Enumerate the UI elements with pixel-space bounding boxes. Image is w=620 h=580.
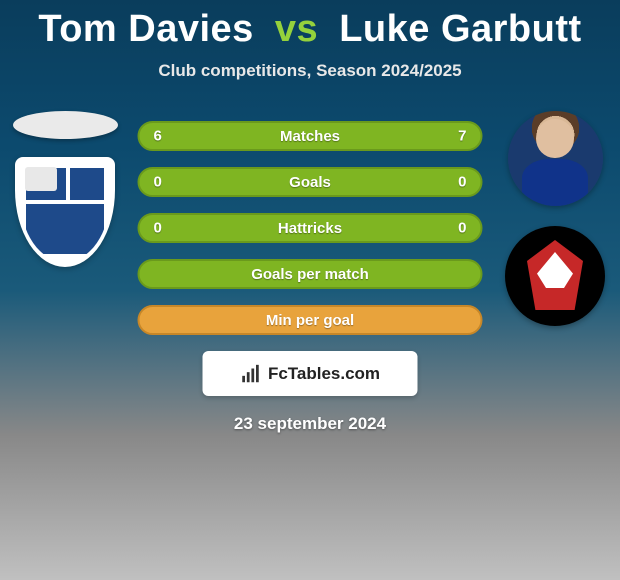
stat-label: Min per goal (266, 312, 354, 329)
player1-name: Tom Davies (38, 8, 253, 50)
comparison-title: Tom Davies vs Luke Garbutt (0, 0, 620, 51)
stat-right-value: 7 (458, 128, 466, 145)
player1-club-crest (15, 157, 115, 267)
date-text: 23 september 2024 (138, 414, 483, 434)
player2-club-crest (505, 226, 605, 326)
player1-avatar-placeholder (13, 111, 118, 139)
stat-right-value: 0 (458, 220, 466, 237)
brand-text: FcTables.com (268, 364, 380, 384)
stat-left-value: 6 (154, 128, 162, 145)
left-column (5, 111, 125, 267)
stat-label: Goals per match (251, 266, 369, 283)
vs-text: vs (275, 8, 318, 50)
stat-label: Hattricks (278, 220, 342, 237)
brand-box: FcTables.com (203, 351, 418, 396)
stat-label: Matches (280, 128, 340, 145)
stat-row-min-per-goal: Min per goal (138, 305, 483, 335)
bar-chart-icon (240, 363, 262, 385)
comparison-content: 6 Matches 7 0 Goals 0 0 Hattricks 0 Goal… (0, 111, 620, 451)
stat-label: Goals (289, 174, 331, 191)
stat-row-goals: 0 Goals 0 (138, 167, 483, 197)
stat-left-value: 0 (154, 220, 162, 237)
stat-row-matches: 6 Matches 7 (138, 121, 483, 151)
stat-left-value: 0 (154, 174, 162, 191)
stat-row-hattricks: 0 Hattricks 0 (138, 213, 483, 243)
right-column (495, 111, 615, 326)
stat-bars: 6 Matches 7 0 Goals 0 0 Hattricks 0 Goal… (138, 121, 483, 434)
stat-row-goals-per-match: Goals per match (138, 259, 483, 289)
player2-name: Luke Garbutt (339, 8, 581, 50)
season-subtitle: Club competitions, Season 2024/2025 (0, 61, 620, 81)
player2-avatar (508, 111, 603, 206)
stat-right-value: 0 (458, 174, 466, 191)
